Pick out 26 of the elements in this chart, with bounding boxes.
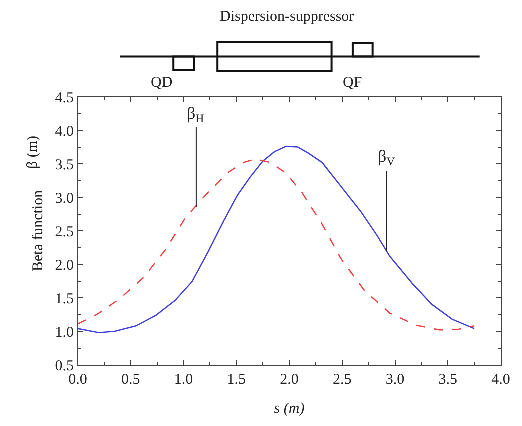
x-axis-title: s (m) (274, 401, 305, 417)
text: QD (151, 75, 173, 91)
x-tick-label: 2.5 (333, 372, 352, 388)
y-axis-title: Beta function (30, 190, 46, 272)
x-tick-label: 3.0 (386, 372, 405, 388)
y-tick-label: 0.5 (55, 358, 74, 374)
x-tick-label: 0.0 (68, 372, 88, 388)
y-tick-label: 4.0 (55, 124, 74, 140)
x-tick-label: 0.5 (122, 372, 140, 388)
x-tick-label: 4.0 (492, 372, 510, 388)
annotation: β$_{V}$ (378, 147, 396, 169)
chart-title: Dispersion-suppressor (220, 9, 354, 26)
y-tick-label: 1.0 (55, 324, 74, 341)
text: β (m) (24, 136, 41, 170)
y-tick-label: 2.5 (55, 224, 74, 240)
annotation: β$_{H}$ (187, 104, 205, 126)
x-tick-label: 2.0 (280, 372, 299, 388)
y-tick-label: 1.5 (55, 291, 74, 308)
x-tick-label: 1.0 (174, 372, 194, 388)
x-tick-label: 3.5 (438, 372, 458, 388)
x-tick-label: 1.5 (227, 372, 246, 388)
y-tick-label: 4.5 (55, 90, 74, 106)
y-tick-label: 3.5 (55, 157, 74, 174)
y-tick-label: 3.0 (55, 190, 74, 207)
text: QF (343, 75, 362, 91)
y-tick-label: 2.0 (55, 258, 74, 274)
